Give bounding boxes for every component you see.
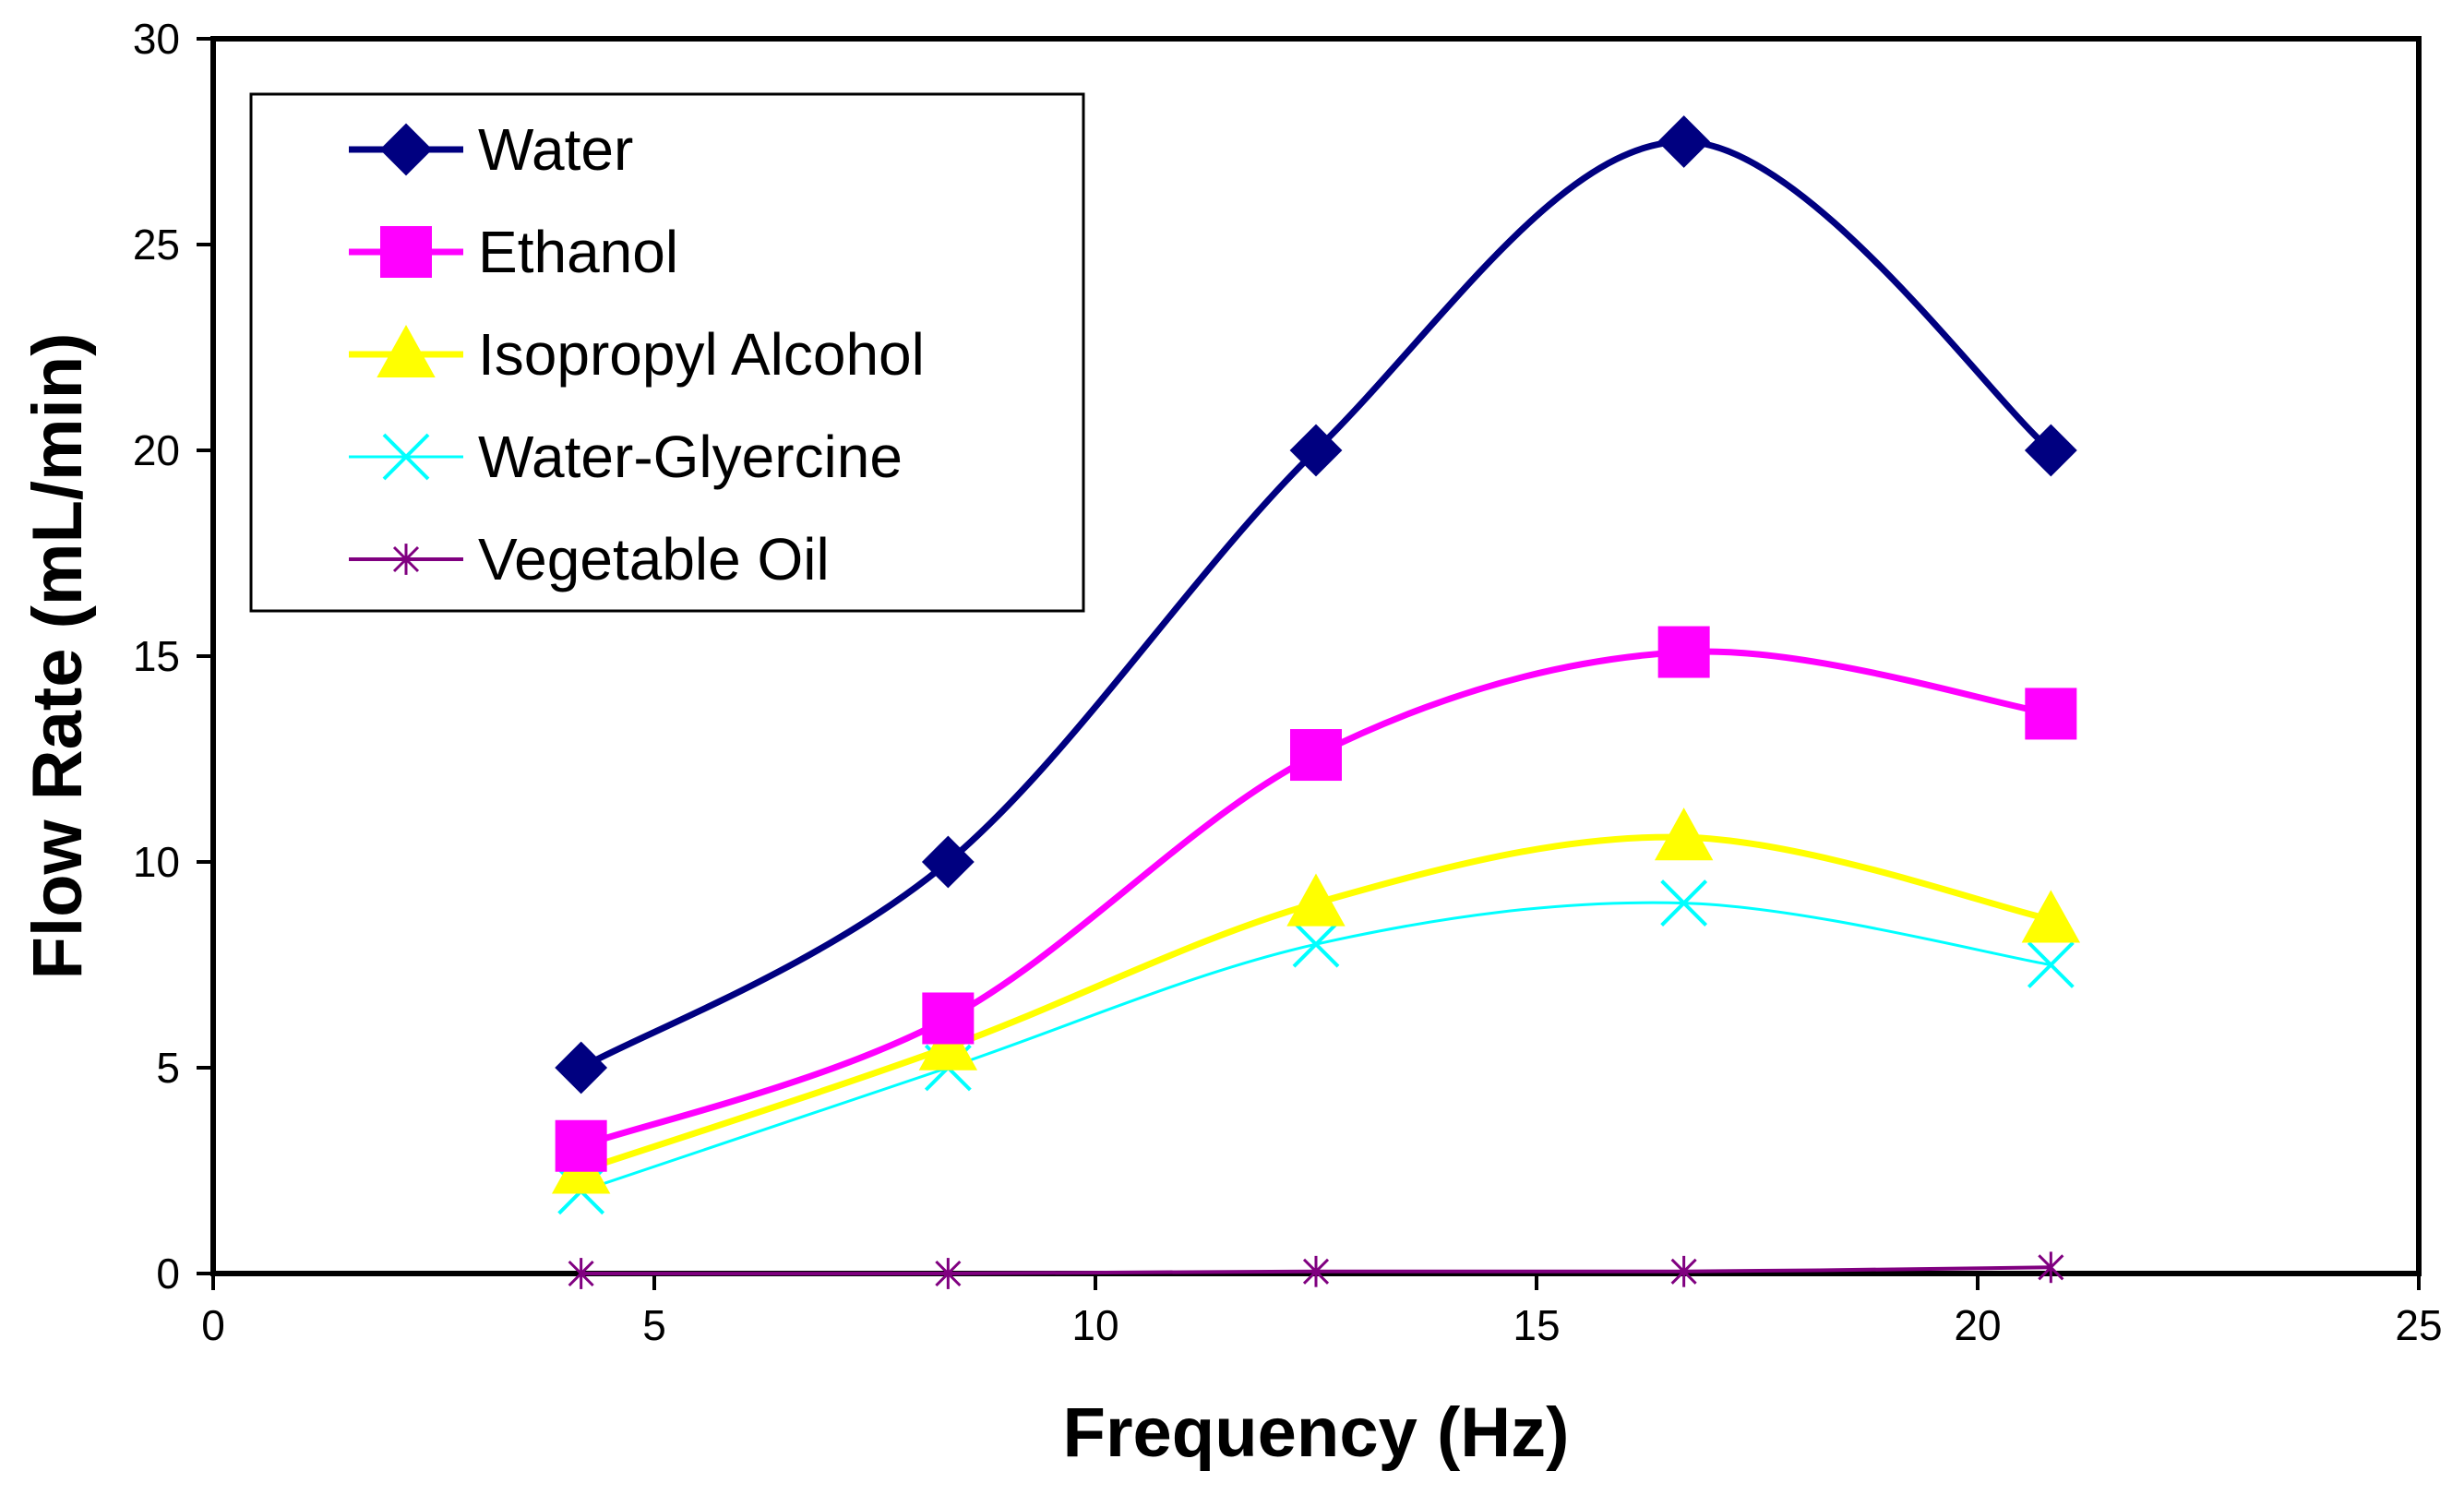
data-point-marker <box>2038 1251 2064 1284</box>
y-axis-ticks: 0 5 10 15 20 25 30 <box>133 15 213 1298</box>
x-tick-label: 25 <box>2395 1301 2442 1349</box>
data-point-marker <box>2021 890 2081 943</box>
data-point-marker <box>1660 879 1708 927</box>
data-point-marker <box>1654 807 1714 861</box>
series-layer <box>551 115 2081 1289</box>
legend-label: Vegetable Oil <box>478 526 830 592</box>
y-axis-label: Flow Rate (mL/min) <box>18 333 97 980</box>
legend-label: Water <box>478 116 633 183</box>
x-tick-label: 20 <box>1954 1301 2001 1349</box>
legend-item: Vegetable Oil <box>349 526 830 592</box>
data-point-marker <box>1286 873 1346 927</box>
y-tick-label: 15 <box>133 632 180 680</box>
data-point-marker <box>555 1119 607 1172</box>
data-point-marker <box>1670 1255 1697 1287</box>
legend-marker <box>380 226 432 278</box>
series-ethanol <box>555 626 2077 1172</box>
legend-item: Water <box>349 116 633 183</box>
legend-marker <box>377 324 436 377</box>
series-water <box>555 115 2077 1094</box>
legend-marker <box>379 123 433 176</box>
y-tick-label: 10 <box>133 838 180 886</box>
legend-marker <box>382 433 430 481</box>
data-point-marker <box>1302 1255 1330 1287</box>
data-point-marker <box>1657 115 1711 168</box>
data-point-marker <box>935 1258 962 1289</box>
legend-label: Water-Glyercine <box>478 424 903 490</box>
data-point-marker <box>2027 941 2075 988</box>
x-axis-label: Frequency (Hz) <box>1063 1393 1570 1472</box>
data-point-marker <box>2024 424 2077 477</box>
y-tick-label: 0 <box>156 1250 180 1298</box>
x-axis-ticks: 0 5 10 15 20 25 <box>201 1274 2443 1349</box>
x-tick-label: 15 <box>1513 1301 1560 1349</box>
legend-label: Isopropyl Alcohol <box>478 321 925 388</box>
data-point-marker <box>918 1017 978 1070</box>
y-tick-label: 25 <box>133 221 180 269</box>
legend-item: Isopropyl Alcohol <box>349 321 925 388</box>
data-point-marker <box>921 835 975 889</box>
legend-item: Water-Glyercine <box>349 424 903 490</box>
y-tick-label: 20 <box>133 426 180 474</box>
legend-label: Ethanol <box>478 219 678 285</box>
x-tick-label: 10 <box>1071 1301 1118 1349</box>
legend-marker <box>392 544 420 575</box>
legend-item: Ethanol <box>349 219 678 285</box>
data-point-marker <box>2025 688 2077 740</box>
data-point-marker <box>1290 729 1342 782</box>
y-tick-label: 5 <box>156 1044 180 1092</box>
data-point-marker <box>568 1258 594 1289</box>
legend: Water Ethanol Isopropyl Alcohol Water-Glyer… <box>249 92 1085 613</box>
data-point-marker <box>922 992 975 1045</box>
series-vegetable-oil <box>568 1251 2064 1289</box>
y-tick-label: 30 <box>133 15 180 63</box>
data-point-marker <box>1289 424 1343 477</box>
x-tick-label: 0 <box>201 1301 225 1349</box>
series-isopropyl-alcohol <box>551 807 2081 1194</box>
x-tick-label: 5 <box>642 1301 666 1349</box>
data-point-marker <box>1657 626 1710 678</box>
data-point-marker <box>1292 920 1340 968</box>
data-point-marker <box>555 1041 608 1094</box>
